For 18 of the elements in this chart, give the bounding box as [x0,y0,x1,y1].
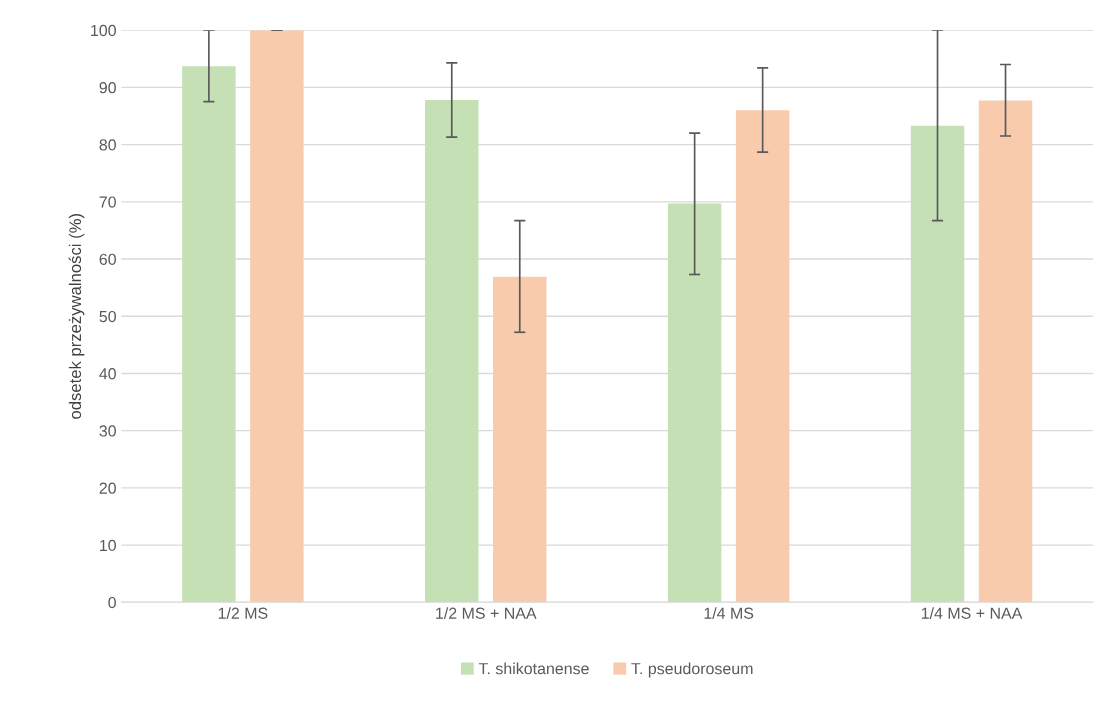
x-tick-label: 1/2 MS [218,607,268,619]
y-tick-label: 10 [100,539,116,552]
y-tick-label: 20 [99,482,116,494]
y-axis-title: odsetek przeżywalności (%) [68,214,85,419]
y-tick-label: 50 [99,310,116,323]
y-tick-label: 60 [99,253,116,265]
x-tick-label: 1/2 MS + NAA [436,607,537,619]
x-tick-label: 1/4 MS + NAA [921,607,1023,619]
x-tick-label: 1/4 MS [704,607,754,619]
y-tick-label: 30 [99,425,116,437]
legend-label: T. pseudoroseum [631,662,753,678]
y-tick-label: 0 [108,596,116,609]
y-tick-label: 40 [99,368,116,380]
y-tick-label: 100 [91,24,116,37]
legend-label: T. shikotanense [478,662,589,675]
y-tick-label: 70 [99,196,116,208]
y-tick-label: 90 [99,82,116,94]
y-tick-label: 80 [99,139,116,151]
